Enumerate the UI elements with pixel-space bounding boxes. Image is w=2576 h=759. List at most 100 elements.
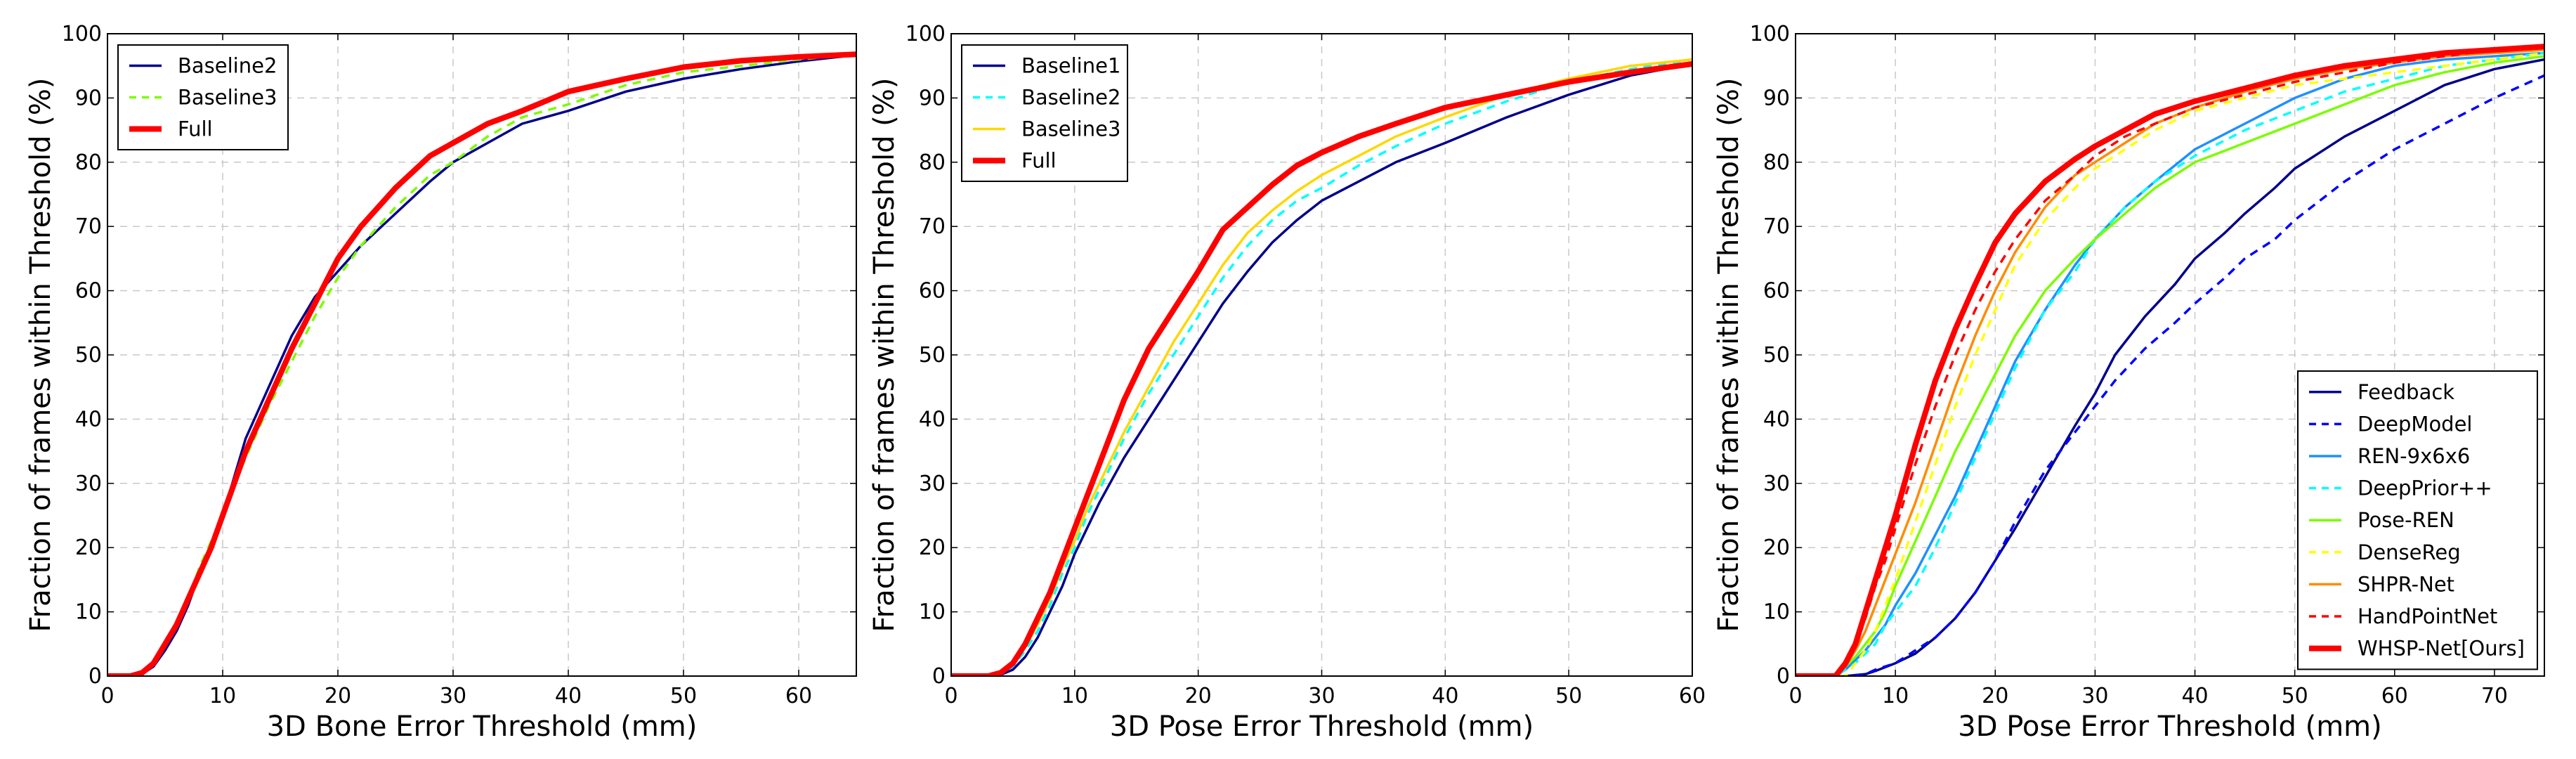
legend: Feedback DeepModel REN-9x6x6 DeepPrior++ Pos… bbox=[2297, 370, 2538, 670]
x-tick-label: 0 bbox=[100, 684, 114, 708]
y-tick-label: 10 bbox=[75, 600, 102, 625]
y-tick-label: 70 bbox=[1763, 214, 1790, 239]
y-tick-label: 90 bbox=[919, 86, 946, 110]
legend: Baseline1 Baseline2 Baseline3 Full bbox=[961, 44, 1128, 182]
series-line-baseline3 bbox=[107, 53, 856, 676]
y-axis-label: Fraction of frames within Threshold (%) bbox=[25, 78, 57, 632]
chart-1: 0 10 20 30 40 50 60 0 10 20 30 40 50 60 70 80 90 100 3D Bo… bbox=[25, 22, 857, 743]
y-tick-label: 70 bbox=[919, 214, 946, 239]
x-tick-label: 70 bbox=[2481, 684, 2508, 708]
y-tick-label: 50 bbox=[75, 343, 102, 368]
chart-2: 0 10 20 30 40 50 60 0 10 20 30 40 50 60 70 80 90 100 3D Po… bbox=[868, 22, 1706, 743]
y-tick-label: 10 bbox=[919, 600, 946, 625]
axes-frame bbox=[950, 33, 1693, 677]
x-tick-label: 40 bbox=[555, 684, 582, 708]
series-line-pose-ren bbox=[1796, 55, 2544, 676]
legend-label: Full bbox=[1021, 149, 1057, 173]
series-line-whsp-net-ours bbox=[1796, 44, 2544, 676]
series-line-full bbox=[107, 51, 856, 676]
x-tick-label: 60 bbox=[1679, 684, 1706, 708]
legend-label: Full bbox=[178, 117, 213, 141]
y-tick-label: 20 bbox=[919, 536, 946, 560]
y-tick-label: 40 bbox=[1763, 407, 1790, 432]
series-line-baseline2 bbox=[951, 58, 1692, 676]
x-tick-label: 20 bbox=[325, 684, 351, 708]
legend-label: DeepPrior++ bbox=[2358, 476, 2492, 500]
x-tick-label: 10 bbox=[1882, 684, 1909, 708]
x-tick-label: 50 bbox=[670, 684, 697, 708]
series-line-deepmodel bbox=[1796, 74, 2544, 676]
y-tick-label: 10 bbox=[1763, 600, 1790, 625]
y-tick-label: 100 bbox=[1750, 22, 1790, 46]
series-line-full bbox=[951, 61, 1692, 676]
y-tick-label: 50 bbox=[1763, 343, 1790, 368]
y-tick-label: 60 bbox=[919, 279, 946, 304]
x-tick-label: 40 bbox=[2181, 684, 2208, 708]
axes-frame bbox=[107, 33, 857, 677]
x-tick-label: 10 bbox=[1061, 684, 1088, 708]
legend-label: Feedback bbox=[2358, 380, 2454, 404]
x-tick-label: 30 bbox=[2081, 684, 2108, 708]
x-tick-label: 60 bbox=[2381, 684, 2408, 708]
legend-label: REN-9x6x6 bbox=[2358, 444, 2470, 468]
y-tick-label: 20 bbox=[75, 536, 102, 560]
y-tick-label: 90 bbox=[1763, 86, 1790, 110]
axes-frame bbox=[1795, 33, 2545, 677]
y-tick-label: 100 bbox=[905, 22, 946, 46]
series-line-deepprior bbox=[1796, 51, 2544, 676]
series-line-densereg bbox=[1796, 51, 2544, 676]
y-tick-label: 90 bbox=[75, 86, 102, 110]
y-axis-label: Fraction of frames within Threshold (%) bbox=[1713, 78, 1745, 632]
series-line-baseline2 bbox=[107, 53, 856, 676]
x-tick-label: 30 bbox=[440, 684, 466, 708]
chart-3: 0 10 20 30 40 50 60 70 0 10 20 30 40 50 60 70 80 90 100 3D … bbox=[1713, 22, 2545, 743]
legend-label: Pose-REN bbox=[2358, 508, 2454, 532]
legend-label: Baseline3 bbox=[1021, 117, 1120, 141]
y-tick-label: 60 bbox=[75, 279, 102, 304]
y-tick-label: 80 bbox=[919, 150, 946, 175]
x-tick-label: 50 bbox=[1555, 684, 1582, 708]
y-tick-label: 0 bbox=[89, 664, 102, 689]
legend-label: WHSP-Net[Ours] bbox=[2358, 637, 2525, 661]
x-tick-label: 60 bbox=[785, 684, 812, 708]
y-tick-label: 60 bbox=[1763, 279, 1790, 304]
y-tick-label: 40 bbox=[919, 407, 946, 432]
y-tick-label: 50 bbox=[919, 343, 946, 368]
legend-label: Baseline2 bbox=[1021, 86, 1120, 110]
series-line-shpr-net bbox=[1796, 48, 2544, 676]
series-line-ren-9x6x6 bbox=[1796, 51, 2544, 676]
y-tick-label: 30 bbox=[75, 472, 102, 496]
x-tick-label: 50 bbox=[2282, 684, 2308, 708]
x-axis-label: 3D Pose Error Threshold (mm) bbox=[1958, 711, 2382, 743]
legend-label: DenseReg bbox=[2358, 540, 2461, 564]
y-tick-label: 70 bbox=[75, 214, 102, 239]
x-tick-label: 10 bbox=[209, 684, 236, 708]
series-line-baseline1 bbox=[951, 63, 1692, 676]
y-tick-label: 100 bbox=[62, 22, 102, 46]
series-line-handpointnet bbox=[1796, 45, 2544, 676]
y-axis-label: Fraction of frames within Threshold (%) bbox=[868, 78, 901, 632]
y-tick-label: 40 bbox=[75, 407, 102, 432]
legend-label: SHPR-Net bbox=[2358, 572, 2454, 596]
legend-label: Baseline1 bbox=[1021, 54, 1120, 78]
legend-label: Baseline2 bbox=[178, 54, 277, 78]
x-tick-label: 20 bbox=[1185, 684, 1212, 708]
y-tick-label: 0 bbox=[1777, 664, 1790, 689]
x-axis-label: 3D Pose Error Threshold (mm) bbox=[1110, 711, 1534, 743]
y-tick-label: 0 bbox=[932, 664, 946, 689]
y-tick-label: 30 bbox=[1763, 472, 1790, 496]
legend: Baseline2 Baseline3 Full bbox=[117, 44, 289, 150]
x-tick-label: 0 bbox=[944, 684, 957, 708]
legend-label: Baseline3 bbox=[178, 86, 277, 110]
legend-label: HandPointNet bbox=[2358, 604, 2497, 628]
legend-label: DeepModel bbox=[2358, 412, 2473, 436]
y-tick-label: 30 bbox=[919, 472, 946, 496]
x-tick-label: 20 bbox=[1982, 684, 2008, 708]
x-axis-label: 3D Bone Error Threshold (mm) bbox=[267, 711, 698, 743]
y-tick-label: 80 bbox=[75, 150, 102, 175]
x-tick-label: 30 bbox=[1308, 684, 1335, 708]
y-tick-label: 80 bbox=[1763, 150, 1790, 175]
x-tick-label: 40 bbox=[1432, 684, 1458, 708]
y-tick-label: 20 bbox=[1763, 536, 1790, 560]
